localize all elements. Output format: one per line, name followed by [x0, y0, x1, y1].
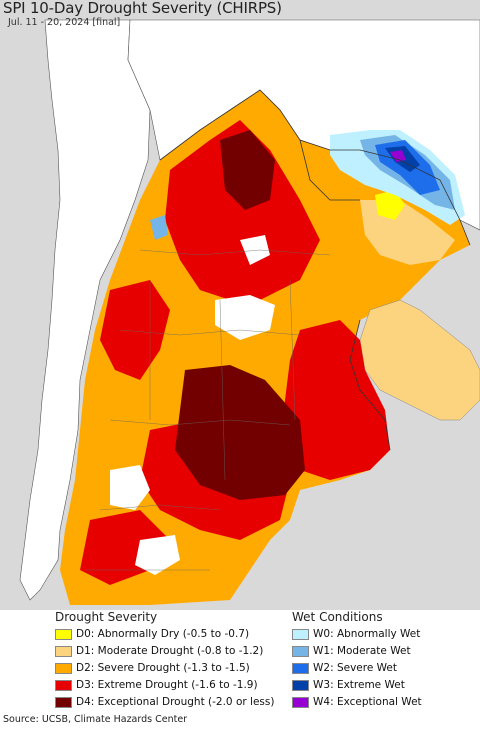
drought-legend-title: Drought Severity [55, 610, 158, 624]
swatch-w0 [292, 628, 309, 640]
legend-item-d4: D4: Exceptional Drought (-2.0 or less) [55, 694, 274, 710]
extreme-drought-west [100, 280, 170, 380]
province-lines [85, 249, 331, 571]
swatch-d1 [55, 645, 72, 657]
legend-label-d0: D0: Abnormally Dry (-0.5 to -0.7) [76, 628, 250, 640]
white-patch-southeast [135, 535, 180, 575]
white-patch-south [110, 465, 150, 510]
legend-label-w3: W3: Extreme Wet [313, 679, 405, 691]
legend-item-d1: D1: Moderate Drought (-0.8 to -1.2) [55, 643, 263, 659]
wet-area-exceptional [390, 150, 406, 162]
legend-label-w0: W0: Abnormally Wet [313, 628, 421, 640]
swatch-w2 [292, 662, 309, 674]
exceptional-drought-north [220, 130, 275, 210]
drought-map: SPI 10-Day Drought Severity (CHIRPS) Jul… [0, 0, 480, 610]
wet-legend-title: Wet Conditions [292, 610, 383, 624]
extreme-drought-central [165, 120, 320, 300]
legend-item-d3: D3: Extreme Drought (-1.6 to -1.9) [55, 677, 258, 693]
swatch-w3 [292, 679, 309, 691]
legend-label-d3: D3: Extreme Drought (-1.6 to -1.9) [76, 679, 258, 691]
border-lines [159, 89, 471, 451]
white-patch-central [215, 295, 275, 340]
drought-uruguay [359, 299, 480, 421]
source-credit: Source: UCSB, Climate Hazards Center [3, 714, 188, 725]
legend-item-w1: W1: Moderate Wet [292, 643, 411, 659]
extreme-drought-east [280, 320, 390, 480]
swatch-d2 [55, 662, 72, 674]
swatch-d4 [55, 696, 72, 708]
legend-label-w2: W2: Severe Wet [313, 662, 397, 674]
legend-item-w4: W4: Exceptional Wet [292, 694, 422, 710]
legend-item-d0: D0: Abnormally Dry (-0.5 to -0.7) [55, 626, 249, 642]
swatch-w1 [292, 645, 309, 657]
exceptional-drought-central [175, 365, 305, 500]
wet-patch-west [150, 215, 168, 240]
swatch-w4 [292, 696, 309, 708]
legend-label-d4: D4: Exceptional Drought (-2.0 or less) [76, 696, 275, 708]
legend-label-w4: W4: Exceptional Wet [313, 696, 422, 708]
legend-label-d1: D1: Moderate Drought (-0.8 to -1.2) [76, 645, 264, 657]
map-subtitle: Jul. 11 - 20, 2024 [final] [8, 17, 121, 28]
swatch-d0 [55, 628, 72, 640]
legend-label-d2: D2: Severe Drought (-1.3 to -1.5) [76, 662, 250, 674]
white-patch-east [240, 235, 270, 265]
map-canvas [19, 19, 480, 605]
legend-item-w3: W3: Extreme Wet [292, 677, 405, 693]
legend-label-w1: W1: Moderate Wet [313, 645, 411, 657]
land-west-chile [19, 19, 151, 601]
abnormally-dry-patch [375, 190, 405, 220]
legend-item-w0: W0: Abnormally Wet [292, 626, 420, 642]
legend-item-w2: W2: Severe Wet [292, 660, 397, 676]
map-title: SPI 10-Day Drought Severity (CHIRPS) [3, 0, 282, 17]
swatch-d3 [55, 679, 72, 691]
legend-item-d2: D2: Severe Drought (-1.3 to -1.5) [55, 660, 250, 676]
legend: Drought Severity Wet Conditions D0: Abno… [0, 610, 480, 710]
